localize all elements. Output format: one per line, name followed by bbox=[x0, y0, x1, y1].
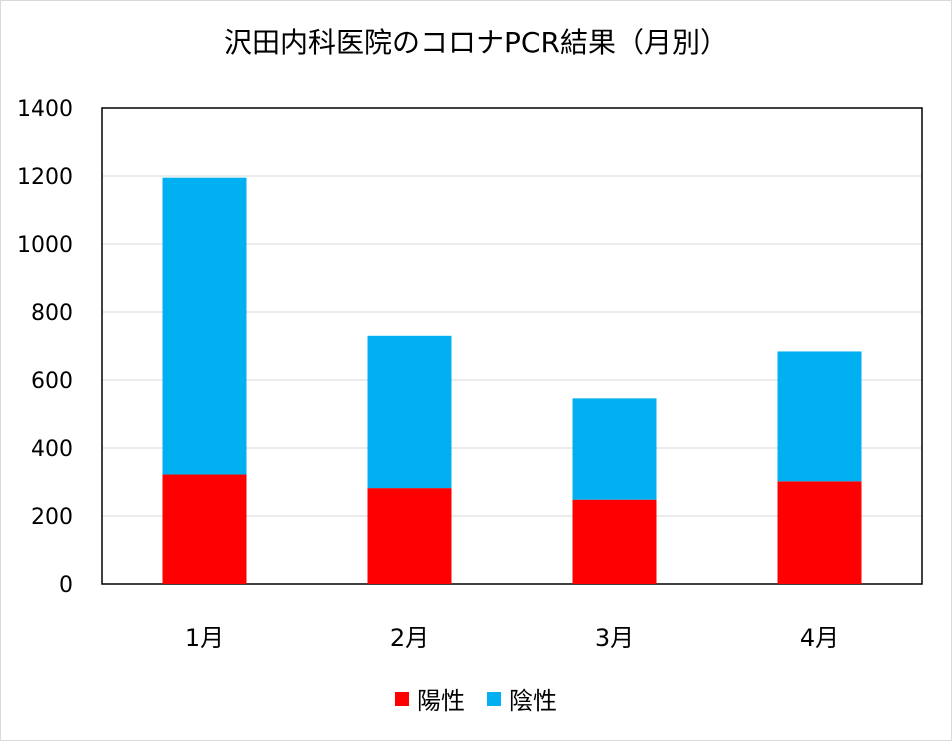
bar-negative bbox=[777, 351, 862, 482]
x-tick-label: 1月 bbox=[185, 624, 224, 652]
y-tick-label: 1400 bbox=[17, 97, 73, 122]
chart-legend: 陽性 陰性 bbox=[1, 681, 951, 716]
bar-positive bbox=[367, 488, 452, 584]
bar-negative bbox=[572, 398, 657, 500]
bar-positive bbox=[162, 474, 247, 584]
legend-label-positive: 陽性 bbox=[417, 687, 465, 715]
y-tick-label: 200 bbox=[31, 505, 73, 530]
bar-positive bbox=[572, 499, 657, 584]
bar-positive bbox=[777, 481, 862, 584]
legend-item-negative: 陰性 bbox=[487, 681, 557, 716]
y-tick-label: 1000 bbox=[17, 233, 73, 258]
bar-negative bbox=[162, 177, 247, 475]
plot-border bbox=[101, 107, 923, 585]
legend-swatch-positive bbox=[395, 691, 409, 706]
y-tick-label: 600 bbox=[31, 369, 73, 394]
x-tick-label: 3月 bbox=[595, 624, 634, 652]
bar-negative bbox=[367, 335, 452, 489]
legend-swatch-negative bbox=[487, 691, 501, 706]
chart-title: 沢田内科医院のコロナPCR結果（月別） bbox=[224, 26, 728, 59]
x-tick-label: 4月 bbox=[800, 624, 839, 652]
x-tick-label: 2月 bbox=[390, 624, 429, 652]
y-tick-label: 1200 bbox=[17, 165, 73, 190]
y-tick-label: 0 bbox=[59, 573, 73, 598]
y-tick-label: 400 bbox=[31, 437, 73, 462]
legend-item-positive: 陽性 bbox=[395, 681, 465, 716]
legend-label-negative: 陰性 bbox=[509, 687, 557, 715]
y-tick-label: 800 bbox=[31, 301, 73, 326]
